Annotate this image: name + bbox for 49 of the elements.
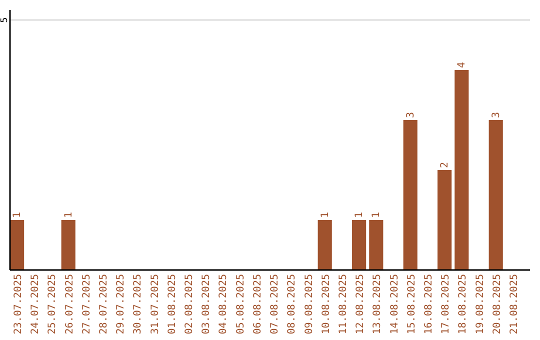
x-tick-label: 27.07.2025 bbox=[81, 274, 92, 334]
x-tick-label: 16.08.2025 bbox=[423, 274, 434, 334]
bar bbox=[488, 120, 503, 270]
data-label: 1 bbox=[371, 212, 382, 218]
x-tick-label: 06.08.2025 bbox=[252, 274, 264, 334]
x-tick-label: 04.08.2025 bbox=[218, 274, 230, 334]
x-tick-label: 12.08.2025 bbox=[355, 274, 366, 334]
x-tick-label: 19.08.2025 bbox=[474, 274, 486, 334]
bar bbox=[352, 220, 366, 270]
x-tick-label: 09.08.2025 bbox=[304, 274, 315, 334]
y-tick-label: 5 bbox=[0, 17, 10, 23]
x-tick-label: 24.07.2025 bbox=[30, 274, 42, 334]
bar bbox=[10, 220, 24, 270]
x-tick-label: 28.07.2025 bbox=[98, 274, 110, 334]
x-tick-label: 13.08.2025 bbox=[372, 274, 384, 334]
x-tick-label: 15.08.2025 bbox=[406, 274, 418, 334]
x-tick-label: 26.07.2025 bbox=[64, 274, 76, 334]
data-label: 1 bbox=[12, 212, 24, 218]
x-tick-label: 23.07.2025 bbox=[13, 274, 24, 334]
x-tick-label: 07.08.2025 bbox=[270, 274, 281, 334]
x-tick-label: 02.08.2025 bbox=[184, 274, 196, 334]
data-label: 1 bbox=[354, 212, 366, 218]
bar bbox=[318, 220, 332, 270]
x-tick-label: 31.07.2025 bbox=[150, 274, 161, 334]
bar bbox=[403, 120, 418, 270]
x-tick-label: 01.08.2025 bbox=[166, 274, 178, 334]
data-label: 1 bbox=[63, 212, 74, 218]
data-label: 1 bbox=[320, 212, 331, 218]
x-tick-label: 30.07.2025 bbox=[132, 274, 144, 334]
x-tick-label: 03.08.2025 bbox=[201, 274, 212, 334]
x-tick-label: 18.08.2025 bbox=[458, 274, 469, 334]
data-label: 3 bbox=[405, 112, 416, 118]
x-tick-label: 29.07.2025 bbox=[116, 274, 127, 334]
x-tick-label: 10.08.2025 bbox=[320, 274, 332, 334]
data-label: 2 bbox=[440, 162, 451, 168]
bar bbox=[61, 220, 76, 270]
x-tick-label: 11.08.2025 bbox=[338, 274, 349, 334]
x-tick-label: 08.08.2025 bbox=[286, 274, 298, 334]
bar bbox=[369, 220, 384, 270]
data-label: 3 bbox=[490, 112, 502, 118]
bar bbox=[438, 170, 452, 270]
x-tick-label: 25.07.2025 bbox=[47, 274, 58, 334]
x-tick-label: 17.08.2025 bbox=[440, 274, 452, 334]
data-label: 4 bbox=[456, 62, 468, 68]
x-tick-label: 21.08.2025 bbox=[508, 274, 520, 334]
x-tick-label: 14.08.2025 bbox=[389, 274, 400, 334]
x-tick-label: 20.08.2025 bbox=[492, 274, 503, 334]
x-tick-label: 05.08.2025 bbox=[235, 274, 246, 334]
bar bbox=[454, 70, 469, 270]
